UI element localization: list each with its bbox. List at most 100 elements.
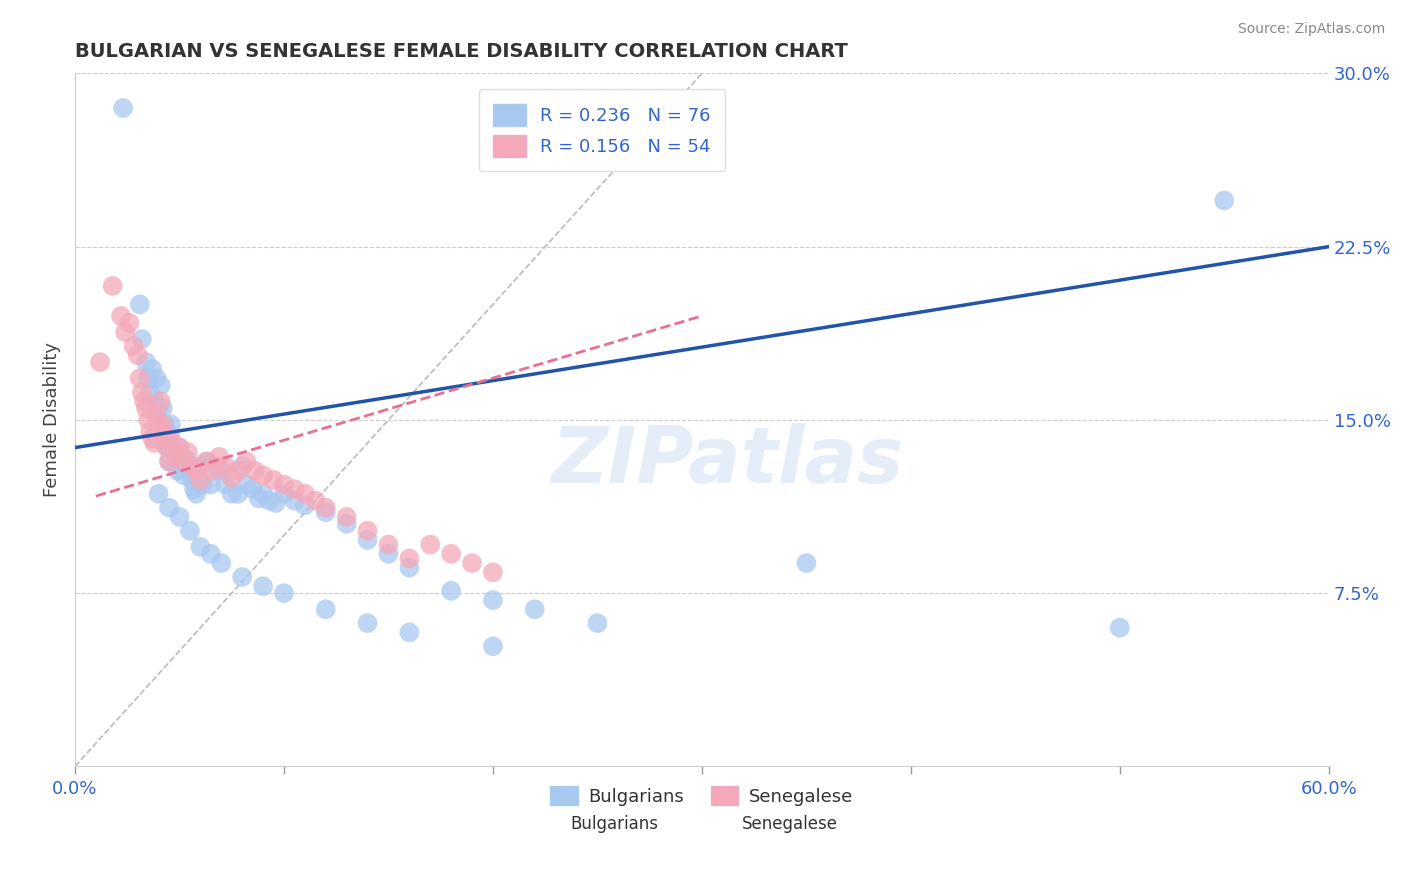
Bulgarians xyxy=(148,487,170,501)
Senegalese xyxy=(482,566,505,580)
Senegalese xyxy=(127,348,149,362)
Bulgarians xyxy=(157,500,180,515)
Bulgarians xyxy=(190,458,212,473)
Bulgarians xyxy=(209,556,232,570)
Senegalese xyxy=(243,464,266,478)
Bulgarians xyxy=(191,477,214,491)
Bulgarians xyxy=(235,477,257,491)
Senegalese xyxy=(263,473,285,487)
Senegalese xyxy=(235,454,257,468)
Senegalese xyxy=(145,409,167,423)
Senegalese xyxy=(195,454,218,468)
Senegalese xyxy=(165,450,187,464)
Senegalese xyxy=(148,417,170,432)
Bulgarians xyxy=(356,616,378,631)
Bulgarians xyxy=(231,570,253,584)
Bulgarians xyxy=(157,431,180,445)
Bulgarians xyxy=(149,378,172,392)
Senegalese xyxy=(181,458,204,473)
Senegalese xyxy=(173,454,195,468)
Senegalese xyxy=(226,464,249,478)
Bulgarians xyxy=(200,547,222,561)
Bulgarians xyxy=(156,425,179,439)
Senegalese xyxy=(186,464,208,478)
Bulgarians xyxy=(153,417,176,432)
Senegalese xyxy=(152,417,174,432)
Senegalese xyxy=(315,500,337,515)
Bulgarians xyxy=(398,625,420,640)
Bulgarians xyxy=(136,371,159,385)
Legend: Bulgarians, Senegalese: Bulgarians, Senegalese xyxy=(543,779,860,813)
Senegalese xyxy=(201,464,224,478)
Senegalese xyxy=(143,436,166,450)
Bulgarians xyxy=(247,491,270,506)
Senegalese xyxy=(336,509,359,524)
Bulgarians xyxy=(440,583,463,598)
Bulgarians xyxy=(356,533,378,547)
Bulgarians xyxy=(273,487,295,501)
Bulgarians xyxy=(153,436,176,450)
Bulgarians xyxy=(315,602,337,616)
Senegalese xyxy=(128,371,150,385)
Senegalese xyxy=(101,279,124,293)
Bulgarians xyxy=(377,547,399,561)
Bulgarians xyxy=(148,401,170,416)
Senegalese xyxy=(169,441,191,455)
Bulgarians xyxy=(181,473,204,487)
Senegalese xyxy=(160,431,183,445)
Senegalese xyxy=(294,487,316,501)
Bulgarians xyxy=(482,593,505,607)
Bulgarians xyxy=(131,332,153,346)
Bulgarians xyxy=(259,493,281,508)
Bulgarians xyxy=(586,616,609,631)
Bulgarians xyxy=(145,371,167,385)
Senegalese xyxy=(440,547,463,561)
Bulgarians xyxy=(283,493,305,508)
Senegalese xyxy=(190,473,212,487)
Senegalese xyxy=(131,385,153,400)
Senegalese xyxy=(177,445,200,459)
Bulgarians xyxy=(162,441,184,455)
Bulgarians xyxy=(252,487,274,501)
Bulgarians xyxy=(143,394,166,409)
Text: Senegalese: Senegalese xyxy=(741,814,838,833)
Bulgarians xyxy=(179,524,201,538)
Bulgarians xyxy=(523,602,546,616)
Senegalese xyxy=(419,538,441,552)
Senegalese xyxy=(208,450,231,464)
Bulgarians xyxy=(242,482,264,496)
Senegalese xyxy=(398,551,420,566)
Bulgarians xyxy=(294,499,316,513)
Text: BULGARIAN VS SENEGALESE FEMALE DISABILITY CORRELATION CHART: BULGARIAN VS SENEGALESE FEMALE DISABILIT… xyxy=(75,42,848,61)
Senegalese xyxy=(283,482,305,496)
Bulgarians xyxy=(264,496,287,510)
Senegalese xyxy=(214,458,236,473)
Bulgarians xyxy=(273,586,295,600)
Bulgarians xyxy=(165,454,187,468)
Senegalese xyxy=(356,524,378,538)
Senegalese xyxy=(141,431,163,445)
Bulgarians xyxy=(169,441,191,455)
Senegalese xyxy=(89,355,111,369)
Bulgarians xyxy=(200,477,222,491)
Bulgarians xyxy=(112,101,135,115)
Bulgarians xyxy=(157,454,180,468)
Bulgarians xyxy=(128,297,150,311)
Senegalese xyxy=(122,339,145,353)
Bulgarians xyxy=(1108,621,1130,635)
Bulgarians xyxy=(174,452,197,467)
Bulgarians xyxy=(226,487,249,501)
Text: ZIPatlas: ZIPatlas xyxy=(551,424,903,500)
Y-axis label: Female Disability: Female Disability xyxy=(44,343,60,498)
Senegalese xyxy=(221,470,243,484)
Bulgarians xyxy=(166,464,188,478)
Senegalese xyxy=(461,556,484,570)
Senegalese xyxy=(139,425,162,439)
Bulgarians xyxy=(186,487,208,501)
Bulgarians xyxy=(190,540,212,554)
Senegalese xyxy=(136,413,159,427)
Bulgarians xyxy=(796,556,818,570)
Bulgarians xyxy=(179,458,201,473)
Senegalese xyxy=(157,454,180,468)
Senegalese xyxy=(114,325,136,339)
